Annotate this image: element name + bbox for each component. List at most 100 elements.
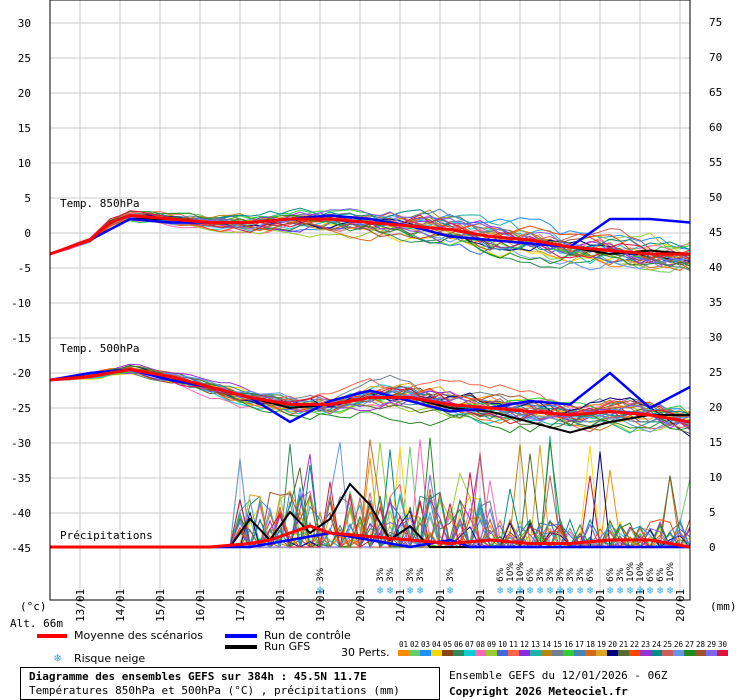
snow-pct-label: 10% bbox=[636, 562, 646, 582]
date-tick-label: 28/01 bbox=[674, 589, 687, 622]
right-tick-label: 30 bbox=[709, 331, 722, 344]
pert-number: 16 bbox=[564, 640, 574, 649]
pert-swatch bbox=[541, 650, 552, 656]
snow-pct-label: 6% bbox=[526, 567, 536, 582]
snow-pct-label: 3% bbox=[376, 567, 386, 582]
snow-pct-label: 3% bbox=[416, 567, 426, 582]
snow-flake-icon: ❄ bbox=[617, 584, 624, 597]
label-t850: Temp. 850hPa bbox=[60, 197, 139, 210]
snow-pct-label: 3% bbox=[556, 567, 566, 582]
pert-swatch bbox=[684, 650, 695, 656]
snow-pct-label: 3% bbox=[446, 567, 456, 582]
label-t500: Temp. 500hPa bbox=[60, 342, 139, 355]
pert-swatch bbox=[552, 650, 563, 656]
pert-swatch bbox=[585, 650, 596, 656]
pert-swatch bbox=[508, 650, 519, 656]
pert-number: 23 bbox=[641, 640, 650, 649]
snow-pct-label: 6% bbox=[656, 567, 666, 582]
snow-flake-icon: ❄ bbox=[317, 584, 324, 597]
date-tick-label: 18/01 bbox=[274, 589, 287, 622]
pert-number: 17 bbox=[575, 640, 584, 649]
pert-number: 07 bbox=[465, 640, 474, 649]
snow-pct-label: 3% bbox=[316, 567, 326, 582]
left-tick-label: 15 bbox=[18, 122, 31, 135]
snow-flake-icon: ❄ bbox=[407, 584, 414, 597]
right-tick-label: 65 bbox=[709, 86, 722, 99]
left-tick-label: 0 bbox=[24, 227, 31, 240]
left-tick-label: -40 bbox=[11, 507, 31, 520]
snow-flake-icon: ❄ bbox=[647, 584, 654, 597]
pert-swatch bbox=[651, 650, 662, 656]
pert-swatch bbox=[596, 650, 607, 656]
snow-pct-label: 3% bbox=[576, 567, 586, 582]
snow-pct-label: 6% bbox=[606, 567, 616, 582]
snow-flake-icon: ❄ bbox=[447, 584, 454, 597]
date-tick-label: 27/01 bbox=[634, 589, 647, 622]
left-tick-label: -45 bbox=[11, 542, 31, 555]
left-tick-label: 25 bbox=[18, 52, 31, 65]
date-tick-label: 19/01 bbox=[314, 589, 327, 622]
date-tick-label: 21/01 bbox=[394, 589, 407, 622]
snow-flake-icon: ❄ bbox=[557, 584, 564, 597]
series-precip-moyenne-des-sc-narios bbox=[50, 524, 691, 549]
pert-number: 09 bbox=[487, 640, 496, 649]
snow-pct-label: 6% bbox=[646, 567, 656, 582]
pert-swatch bbox=[486, 650, 497, 656]
pert-number: 29 bbox=[707, 640, 716, 649]
legend-snow: Risque neige bbox=[74, 652, 146, 665]
pert-swatch bbox=[464, 650, 475, 656]
right-tick-label: 25 bbox=[709, 366, 722, 379]
pert-number: 21 bbox=[619, 640, 628, 649]
right-tick-label: 60 bbox=[709, 121, 722, 134]
series-t500-run-de-contr-le bbox=[49, 368, 691, 424]
snow-flake-icon: ❄ bbox=[527, 584, 534, 597]
pert-number: 26 bbox=[674, 640, 684, 649]
ensemble-run: Ensemble GEFS du 12/01/2026 - 06Z bbox=[449, 669, 668, 682]
label-precip: Précipitations bbox=[60, 529, 153, 542]
date-axis-ticks: 13/01 14/01 15/01 16/01 17/01 18/01 19/01 20/01… bbox=[74, 589, 687, 622]
copyright: Copyright 2026 Meteociel.fr bbox=[449, 685, 628, 698]
right-tick-label: 15 bbox=[709, 436, 722, 449]
left-tick-label: -10 bbox=[11, 297, 31, 310]
pert-number: 30 bbox=[718, 640, 728, 649]
pert-number: 14 bbox=[542, 640, 552, 649]
pert-number: 12 bbox=[520, 640, 529, 649]
pert-number: 10 bbox=[498, 640, 508, 649]
pert-swatch bbox=[662, 650, 673, 656]
series-t850-moyenne-des-sc-narios bbox=[49, 213, 690, 256]
snow-pct-label: 10% bbox=[506, 562, 516, 582]
right-tick-label: 35 bbox=[709, 296, 722, 309]
pert-swatch bbox=[629, 650, 640, 656]
date-tick-label: 24/01 bbox=[514, 589, 527, 622]
date-tick-label: 23/01 bbox=[474, 589, 487, 622]
date-tick-label: 26/01 bbox=[594, 589, 607, 622]
snow-flake-icon: ❄ bbox=[577, 584, 584, 597]
snow-flake-icon: ❄ bbox=[507, 584, 514, 597]
pert-swatch bbox=[640, 650, 651, 656]
snow-flake-icon: ❄ bbox=[387, 584, 394, 597]
pert-swatch bbox=[717, 650, 728, 656]
date-tick-label: 22/01 bbox=[434, 589, 447, 622]
legend-perts: 30 Perts. bbox=[341, 646, 390, 659]
snow-flake-icon: ❄ bbox=[637, 584, 644, 597]
left-tick-label: -30 bbox=[11, 437, 31, 450]
pert-swatch bbox=[607, 650, 618, 656]
pert-swatch bbox=[695, 650, 706, 656]
date-tick-label: 15/01 bbox=[154, 589, 167, 622]
left-tick-label: -15 bbox=[11, 332, 31, 345]
snow-pct-label: 10% bbox=[516, 562, 526, 582]
left-tick-label: 20 bbox=[18, 87, 31, 100]
snow-pct-label: 6% bbox=[496, 567, 506, 582]
pert-swatch bbox=[398, 650, 409, 656]
snow-flake-icon: ❄ bbox=[547, 584, 554, 597]
pert-number: 03 bbox=[421, 640, 430, 649]
snow-flake-icon: ❄ bbox=[497, 584, 504, 597]
pert-swatch bbox=[618, 650, 629, 656]
pert-number: 11 bbox=[509, 640, 518, 649]
left-unit: (°c) bbox=[20, 600, 47, 613]
member-line bbox=[49, 210, 691, 260]
legend-mean: Moyenne des scénarios bbox=[74, 629, 203, 642]
snow-pct-label: 10% bbox=[666, 562, 676, 582]
chart-title: Diagramme des ensembles GEFS sur 384h : … bbox=[29, 670, 367, 683]
pert-number: 05 bbox=[443, 640, 452, 649]
